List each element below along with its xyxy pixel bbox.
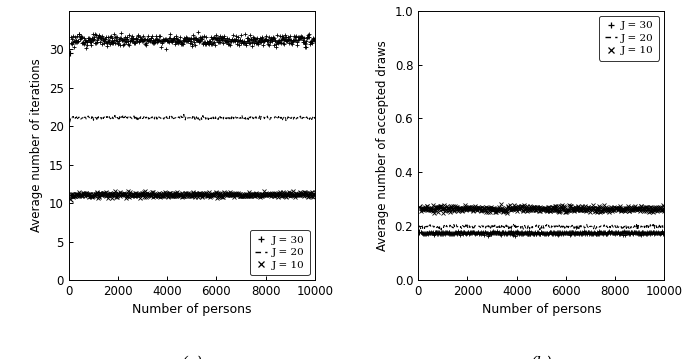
Y-axis label: Average number of iterations: Average number of iterations bbox=[30, 59, 43, 232]
Legend: J = 30, J = 20, J = 10: J = 30, J = 20, J = 10 bbox=[250, 230, 310, 275]
Y-axis label: Average number of accepted draws: Average number of accepted draws bbox=[376, 40, 389, 251]
Legend: J = 30, J = 20, J = 10: J = 30, J = 20, J = 10 bbox=[599, 16, 659, 61]
Text: (a): (a) bbox=[181, 355, 202, 359]
X-axis label: Number of persons: Number of persons bbox=[132, 303, 251, 316]
Text: (b): (b) bbox=[530, 355, 552, 359]
X-axis label: Number of persons: Number of persons bbox=[482, 303, 601, 316]
